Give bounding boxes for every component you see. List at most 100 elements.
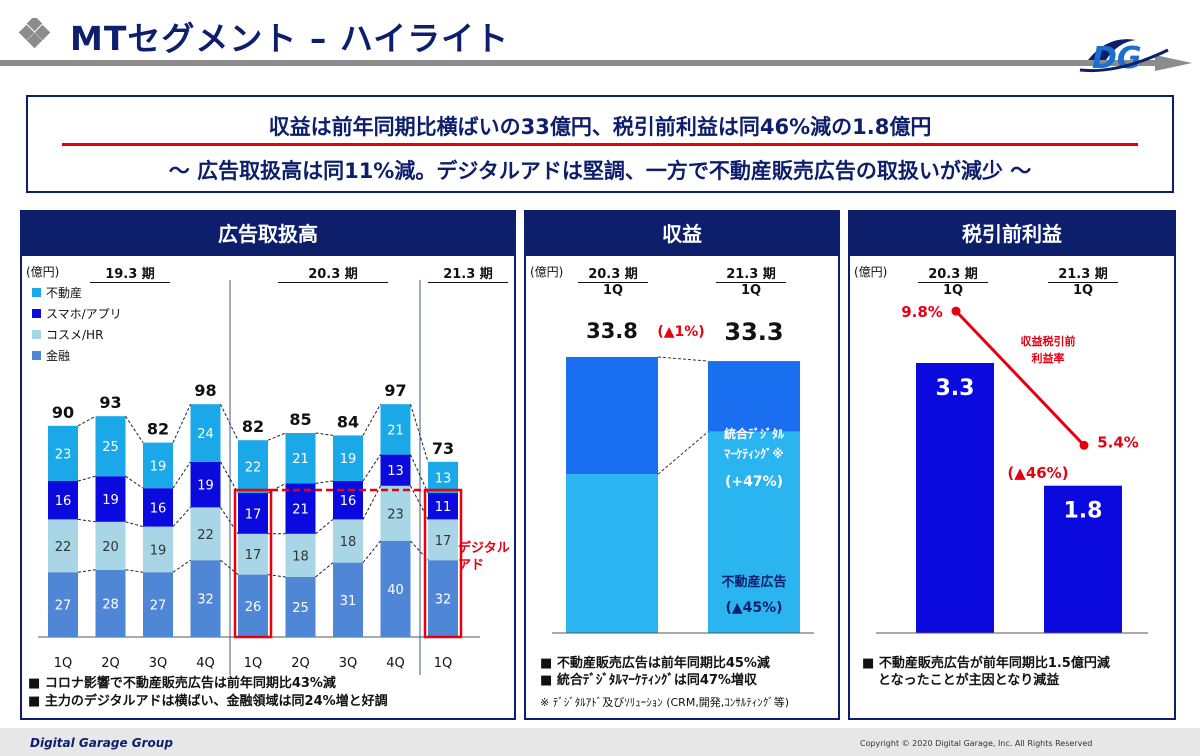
ad-bar-8-category: 1Q xyxy=(434,656,453,671)
footer-copyright: Copyright © 2020 Digital Garage, Inc. Al… xyxy=(860,739,1093,748)
margin-line xyxy=(954,310,1086,447)
ad-connector-0-0 xyxy=(77,569,96,573)
footer-bar xyxy=(0,728,1200,756)
digital-ad-label-line1: デジタル xyxy=(458,540,510,556)
profit-change: (▲46%) xyxy=(1007,464,1068,482)
legend-swatch-0 xyxy=(32,288,41,297)
ad-bar-0-seg-3-label: 23 xyxy=(55,447,72,462)
revenue-seg-bottom-label: 不動産広告 xyxy=(721,574,786,590)
ad-bar-3-seg-2 xyxy=(190,461,221,508)
margin-label-2: 5.4% xyxy=(1097,433,1139,451)
margin-label-1: 9.8% xyxy=(901,303,943,321)
ad-bar-1-seg-3 xyxy=(95,416,126,477)
ad-connector-4-2 xyxy=(267,482,286,494)
revenue-bar-1-bottom xyxy=(708,431,800,633)
header-rule xyxy=(0,55,1192,71)
ad-bar-1-total: 93 xyxy=(99,393,121,412)
profit-bullet-1-text: 不動産販売広告が前年同期比1.5億円減 xyxy=(878,656,1110,671)
revenue-bullet-2: ■ 統合ﾃﾞｼﾞﾀﾙﾏｰｹﾃｨﾝｸﾞは同47%増収 xyxy=(540,673,757,688)
ad-bar-2-seg-0 xyxy=(143,572,173,637)
ad-bar-2-seg-1 xyxy=(143,526,173,573)
ad-bar-7-category: 4Q xyxy=(386,656,405,671)
ad-bar-6-seg-3 xyxy=(333,435,363,481)
profit-bar-0 xyxy=(916,363,994,633)
revenue-chart: 33.8 33.3 (▲1%) 統合ﾃﾞｼﾞﾀﾙ ﾏｰｹﾃｨﾝｸﾞ※ (+47%) 不動産広… xyxy=(552,318,814,634)
ad-bar-7-seg-2 xyxy=(380,454,411,486)
ad-bar-8-seg-0 xyxy=(428,560,458,637)
ad-bar-2-seg-2-label: 16 xyxy=(150,501,167,516)
profit-col1-period: 20.3 期 xyxy=(918,263,988,283)
ad-connector-6-0 xyxy=(362,540,381,563)
ad-bar-2-seg-3-label: 19 xyxy=(150,459,167,474)
margin-point-2 xyxy=(1079,440,1089,450)
revenue-change: (▲1%) xyxy=(657,324,704,340)
ad-bar-7-seg-0 xyxy=(380,541,411,637)
headline-line2: 〜 広告取扱高は同11%減。デジタルアドは堅調、一方で不動産販売広告の取扱いが減… xyxy=(168,159,1032,183)
ad-connector-1-0 xyxy=(125,569,144,573)
profit-bar-1-label: 1.8 xyxy=(1064,499,1103,524)
ad-bar-5-total: 85 xyxy=(289,410,311,429)
ad-bar-8-seg-3 xyxy=(428,461,458,493)
revenue-connector-mid xyxy=(657,431,709,475)
digital-ad-highlight-0 xyxy=(233,488,273,639)
revenue-connector-top xyxy=(657,356,709,362)
legend-swatch-2 xyxy=(32,330,41,339)
ad-connector-5-0 xyxy=(315,562,334,578)
revenue-seg-top-label1: 統合ﾃﾞｼﾞﾀﾙ xyxy=(724,426,785,441)
headline-box: 収益は前年同期比横ばいの33億円、税引前利益は同46%減の1.8億円 〜 広告取… xyxy=(26,95,1174,193)
ad-bar-8-seg-3-label: 13 xyxy=(435,471,452,486)
legend-swatch-3 xyxy=(32,351,41,360)
ad-bar-6-seg-3-label: 19 xyxy=(340,452,357,467)
ad-bar-0-total: 90 xyxy=(52,403,74,422)
dg-logo-icon: DG xyxy=(1079,39,1169,76)
ad-bar-6-total: 84 xyxy=(337,412,359,431)
ad-connector-1-3 xyxy=(125,415,144,443)
ad-connector-3-0 xyxy=(220,559,239,575)
ad-connector-5-2 xyxy=(315,480,334,484)
ad-connector-7-2 xyxy=(410,454,429,494)
profit-bullet-2: となったことが主因となり減益 xyxy=(878,673,1060,688)
profit-col2-quarter: 1Q xyxy=(1072,283,1094,298)
ad-connector-0-2 xyxy=(77,475,96,482)
profit-col1-quarter: 1Q xyxy=(942,283,964,298)
ad-connector-6-3 xyxy=(362,403,381,436)
ad-bar-2-seg-3 xyxy=(143,442,173,489)
ad-bar-4-seg-3-label: 22 xyxy=(245,461,262,476)
ad-connector-5-1 xyxy=(315,519,334,535)
revenue-bullet-1: ■ 不動産販売広告は前年同期比45%減 xyxy=(540,656,770,671)
ad-bar-4-seg-3 xyxy=(238,440,268,493)
ad-connector-7-3 xyxy=(410,404,429,462)
revenue-col2-quarter: 1Q xyxy=(740,283,762,298)
ad-connector-4-3 xyxy=(267,432,286,441)
profit-bar-1 xyxy=(1044,485,1122,633)
ad-connector-2-3 xyxy=(172,403,191,443)
ad-connector-3-3 xyxy=(220,403,239,441)
revenue-value-1: 33.8 xyxy=(586,319,638,343)
ad-bar-5-seg-0-label: 25 xyxy=(292,601,309,616)
legend-swatch-1 xyxy=(32,309,41,318)
page-title: MTセグメント – ハイライト xyxy=(70,19,510,58)
ad-bar-1-seg-2 xyxy=(95,476,126,522)
ad-bar-0-category: 1Q xyxy=(54,656,73,671)
margin-point-1 xyxy=(951,306,961,316)
ad-bar-8-seg-1 xyxy=(428,519,458,561)
ad-unit-label: (億円) xyxy=(26,265,60,279)
revenue-col1-period: 20.3 期 xyxy=(578,263,648,283)
ad-bar-3-seg-2-label: 19 xyxy=(197,479,214,494)
ad-bar-2-total: 82 xyxy=(147,420,169,439)
ad-bar-6-seg-1-label: 18 xyxy=(340,535,357,550)
legend-label-1: スマホ/アプリ xyxy=(46,307,122,321)
ad-bar-8-seg-2-label: 11 xyxy=(435,500,452,515)
ad-bar-6-seg-1 xyxy=(333,519,363,563)
revenue-col2-period: 21.3 期 xyxy=(716,263,786,283)
profit-bullet-1: ■ 不動産販売広告が前年同期比1.5億円減 xyxy=(862,656,1110,671)
digital-ad-highlight-1 xyxy=(423,488,463,639)
headline-line1: 収益は前年同期比横ばいの33億円、税引前利益は同46%減の1.8億円 xyxy=(268,115,932,139)
ad-connector-2-2 xyxy=(172,461,191,489)
ad-bullet-1: ■ コロナ影響で不動産販売広告は前年同期比43%減 xyxy=(28,676,336,691)
revenue-col1-quarter: 1Q xyxy=(602,283,624,298)
ad-bar-4-total: 82 xyxy=(242,417,264,436)
ad-bar-8-seg-2 xyxy=(428,493,458,520)
profit-unit-label: (億円) xyxy=(854,265,888,279)
ad-bar-6-seg-0 xyxy=(333,562,363,637)
